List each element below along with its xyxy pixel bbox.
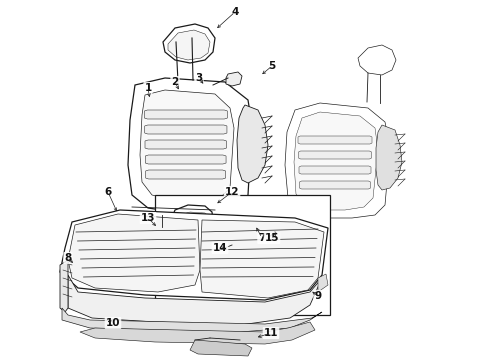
Polygon shape: [60, 260, 68, 312]
Polygon shape: [68, 214, 200, 292]
Polygon shape: [299, 181, 370, 189]
Polygon shape: [145, 110, 227, 119]
Polygon shape: [190, 340, 252, 356]
Text: 2: 2: [172, 77, 179, 87]
Polygon shape: [228, 238, 244, 255]
Text: 3: 3: [196, 73, 203, 83]
Polygon shape: [172, 205, 214, 266]
Polygon shape: [163, 24, 215, 63]
Polygon shape: [285, 103, 390, 218]
Polygon shape: [60, 210, 328, 300]
Polygon shape: [128, 78, 252, 212]
Polygon shape: [177, 212, 211, 260]
Text: 1: 1: [145, 83, 151, 93]
Polygon shape: [237, 105, 268, 183]
Polygon shape: [80, 322, 315, 344]
Polygon shape: [62, 308, 322, 332]
Polygon shape: [140, 90, 234, 200]
Text: 10: 10: [106, 318, 120, 328]
Polygon shape: [146, 170, 225, 179]
Text: 15: 15: [265, 233, 279, 243]
Ellipse shape: [273, 223, 287, 233]
Polygon shape: [145, 140, 226, 149]
Polygon shape: [299, 166, 371, 174]
Bar: [155, 195, 330, 315]
Text: 11: 11: [264, 328, 278, 338]
Polygon shape: [298, 151, 371, 159]
Text: 13: 13: [141, 213, 155, 223]
Polygon shape: [376, 125, 402, 190]
Polygon shape: [226, 72, 242, 86]
Text: 4: 4: [231, 7, 239, 17]
Text: 7: 7: [258, 233, 266, 243]
Text: 9: 9: [315, 291, 321, 301]
Polygon shape: [200, 220, 324, 298]
Text: 12: 12: [225, 187, 239, 197]
Polygon shape: [68, 275, 322, 325]
Polygon shape: [358, 45, 396, 75]
Text: 6: 6: [104, 187, 112, 197]
Polygon shape: [294, 112, 378, 210]
Ellipse shape: [275, 225, 285, 231]
Polygon shape: [145, 125, 227, 134]
Text: 8: 8: [64, 253, 72, 263]
Polygon shape: [318, 274, 328, 292]
Text: 14: 14: [213, 243, 227, 253]
Text: 5: 5: [269, 61, 275, 71]
Polygon shape: [298, 136, 372, 144]
Polygon shape: [168, 30, 210, 60]
Polygon shape: [146, 155, 226, 164]
Circle shape: [156, 226, 168, 238]
